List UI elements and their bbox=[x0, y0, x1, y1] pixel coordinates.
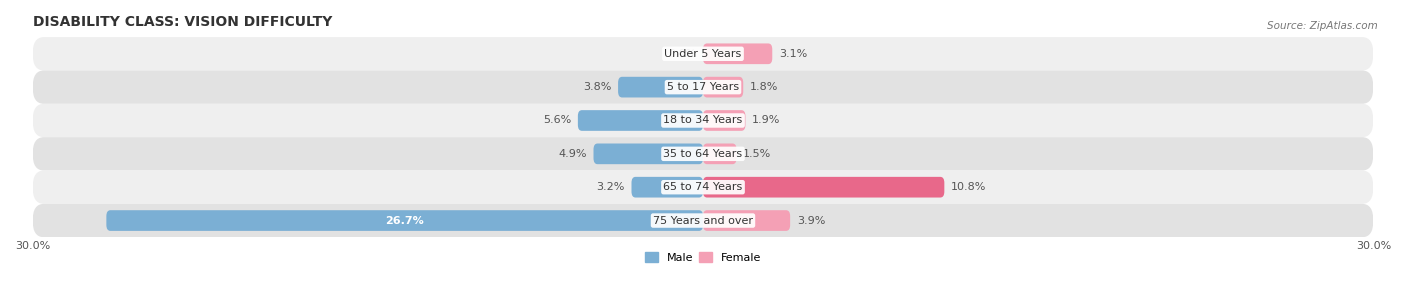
Text: 3.2%: 3.2% bbox=[596, 182, 624, 192]
FancyBboxPatch shape bbox=[703, 143, 737, 164]
FancyBboxPatch shape bbox=[703, 177, 945, 198]
Legend: Male, Female: Male, Female bbox=[640, 248, 766, 268]
Text: 4.9%: 4.9% bbox=[558, 149, 586, 159]
Text: Under 5 Years: Under 5 Years bbox=[665, 49, 741, 59]
FancyBboxPatch shape bbox=[32, 104, 1374, 137]
FancyBboxPatch shape bbox=[631, 177, 703, 198]
Text: 1.9%: 1.9% bbox=[752, 116, 780, 126]
FancyBboxPatch shape bbox=[32, 71, 1374, 104]
Text: DISABILITY CLASS: VISION DIFFICULTY: DISABILITY CLASS: VISION DIFFICULTY bbox=[32, 15, 332, 29]
Text: 35 to 64 Years: 35 to 64 Years bbox=[664, 149, 742, 159]
Text: 1.8%: 1.8% bbox=[749, 82, 779, 92]
Text: 1.5%: 1.5% bbox=[744, 149, 772, 159]
Text: 3.1%: 3.1% bbox=[779, 49, 807, 59]
FancyBboxPatch shape bbox=[703, 77, 744, 98]
FancyBboxPatch shape bbox=[703, 110, 745, 131]
FancyBboxPatch shape bbox=[593, 143, 703, 164]
Text: 26.7%: 26.7% bbox=[385, 216, 425, 226]
Text: 5.6%: 5.6% bbox=[543, 116, 571, 126]
Text: 75 Years and over: 75 Years and over bbox=[652, 216, 754, 226]
FancyBboxPatch shape bbox=[703, 210, 790, 231]
FancyBboxPatch shape bbox=[32, 37, 1374, 71]
Text: 3.9%: 3.9% bbox=[797, 216, 825, 226]
FancyBboxPatch shape bbox=[619, 77, 703, 98]
Text: 5 to 17 Years: 5 to 17 Years bbox=[666, 82, 740, 92]
Text: 0.0%: 0.0% bbox=[668, 49, 696, 59]
FancyBboxPatch shape bbox=[32, 204, 1374, 237]
Text: 65 to 74 Years: 65 to 74 Years bbox=[664, 182, 742, 192]
FancyBboxPatch shape bbox=[107, 210, 703, 231]
Text: 18 to 34 Years: 18 to 34 Years bbox=[664, 116, 742, 126]
Text: 10.8%: 10.8% bbox=[950, 182, 987, 192]
FancyBboxPatch shape bbox=[703, 43, 772, 64]
FancyBboxPatch shape bbox=[578, 110, 703, 131]
FancyBboxPatch shape bbox=[32, 137, 1374, 171]
FancyBboxPatch shape bbox=[32, 171, 1374, 204]
Text: 3.8%: 3.8% bbox=[583, 82, 612, 92]
Text: Source: ZipAtlas.com: Source: ZipAtlas.com bbox=[1267, 21, 1378, 31]
